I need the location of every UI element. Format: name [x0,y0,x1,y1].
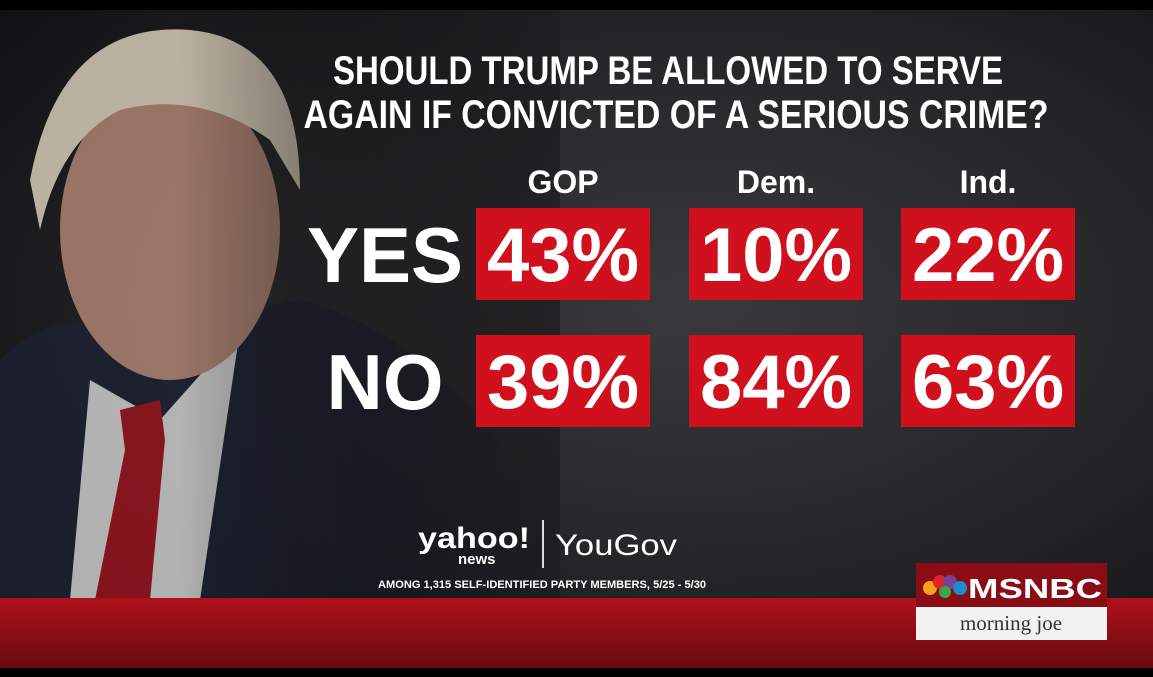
result-box [901,335,1075,427]
row-label: NO [327,338,444,426]
column-header: Dem. [737,164,815,200]
person-photo [0,10,560,610]
result-box [689,335,863,427]
result-value: 63% [912,340,1064,425]
source-note: AMONG 1,315 SELF-IDENTIFIED PARTY MEMBER… [378,579,706,591]
result-value: 39% [487,340,639,425]
title-line: AGAIN IF CONVICTED OF A SERIOUS CRIME? [304,93,1049,137]
result-value: 84% [700,340,852,425]
result-box [476,208,650,300]
yahoo-logo: yahoo! [418,522,530,555]
logo-divider [542,520,544,568]
column-header: GOP [527,164,598,200]
peacock-logo [923,575,967,598]
result-box [476,335,650,427]
bottom-edge [0,668,1153,677]
results-table: GOP Dem. Ind. YES 43% 10% 22% NO 39% 84% 63% [307,164,1075,427]
show-name: morning joe [960,611,1062,635]
result-value: 22% [912,213,1064,298]
result-box [689,208,863,300]
network-name: MSNBC [968,573,1102,604]
result-box [901,208,1075,300]
yougov-logo: YouGov [555,529,677,562]
show-box [916,607,1107,640]
result-value: 43% [487,213,639,298]
column-header: Ind. [960,164,1017,200]
title-line: SHOULD TRUMP BE ALLOWED TO SERVE [333,49,1003,93]
yahoo-news-logo: news [458,551,496,568]
result-value: 10% [700,213,852,298]
row-label: YES [307,211,463,299]
